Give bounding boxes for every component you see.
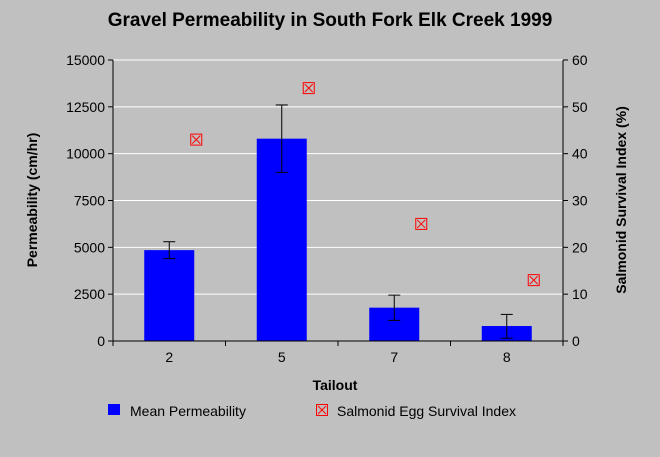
chart-title: Gravel Permeability in South Fork Elk Cr… bbox=[107, 10, 553, 31]
y2-tick-label: 30 bbox=[572, 193, 588, 209]
survival-marker bbox=[302, 82, 315, 95]
x-tick-label: 7 bbox=[390, 349, 398, 365]
x-tick-label: 2 bbox=[165, 349, 173, 365]
error-bar bbox=[275, 104, 288, 173]
marker-box bbox=[527, 274, 540, 287]
x-tick-label: 5 bbox=[278, 349, 286, 365]
marker-box bbox=[302, 82, 315, 95]
survival-marker bbox=[415, 217, 428, 230]
error-bar bbox=[500, 313, 513, 339]
y-tick-label: 12500 bbox=[66, 99, 105, 115]
legend-label-survival-index: Salmonid Egg Survival Index bbox=[337, 403, 516, 419]
marker-cross bbox=[529, 275, 539, 285]
y-tick-label: 0 bbox=[97, 333, 105, 349]
marker-cross bbox=[416, 219, 426, 229]
legend-bar-swatch bbox=[108, 404, 120, 415]
legend-marker-swatch bbox=[316, 404, 328, 416]
y2-tick-label: 40 bbox=[572, 146, 588, 162]
marker-box bbox=[415, 217, 428, 230]
y2-axis-label: Salmonid Survival Index (%) bbox=[613, 106, 629, 294]
error-bar bbox=[163, 241, 176, 260]
y-tick-label: 10000 bbox=[66, 146, 105, 162]
y-tick-label: 7500 bbox=[74, 193, 105, 209]
x-axis-label: Tailout bbox=[312, 377, 358, 393]
y2-tick-label: 60 bbox=[572, 52, 588, 68]
marker-box bbox=[190, 133, 203, 146]
y-axis-label: Permeability (cm/hr) bbox=[24, 132, 40, 268]
y-tick-label: 2500 bbox=[74, 286, 105, 302]
marker-cross bbox=[304, 83, 314, 93]
survival-marker bbox=[527, 274, 540, 287]
marker-cross bbox=[191, 135, 201, 144]
y2-tick-label: 10 bbox=[572, 286, 588, 302]
y2-tick-label: 0 bbox=[572, 333, 580, 349]
survival-marker bbox=[190, 133, 203, 146]
y2-tick-label: 50 bbox=[572, 99, 588, 115]
error-bar bbox=[388, 294, 401, 321]
legend-label-permeability: Mean Permeability bbox=[130, 403, 246, 419]
bar bbox=[144, 250, 195, 341]
y-tick-label: 15000 bbox=[66, 52, 105, 68]
y-tick-label: 5000 bbox=[74, 239, 105, 255]
y2-tick-label: 20 bbox=[572, 239, 588, 255]
x-tick-label: 8 bbox=[503, 349, 511, 365]
